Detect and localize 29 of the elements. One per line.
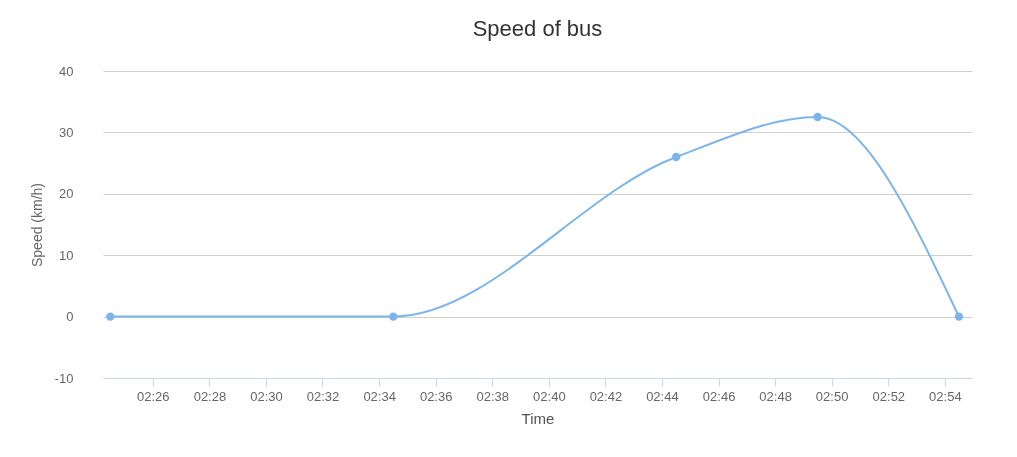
point <box>954 312 964 321</box>
x-tick-label: 02:50 <box>815 388 849 404</box>
chart-title: Speed of bus <box>472 16 603 41</box>
y-axis-title: Speed (km/h) <box>28 182 45 268</box>
y-tick-label: 0 <box>66 309 74 325</box>
x-tick-label: 02:32 <box>306 388 340 404</box>
x-tick-label: 02:42 <box>589 388 623 404</box>
x-tick-label: 02:46 <box>702 388 736 404</box>
x-tick-label: 02:54 <box>929 388 962 404</box>
point <box>106 312 115 321</box>
point <box>671 152 681 162</box>
x-tick-label: 02:40 <box>533 388 566 404</box>
x-tick-label: 02:36 <box>419 388 453 404</box>
point <box>813 112 822 122</box>
x-tick-label: 02:30 <box>250 388 283 404</box>
x-tick-label: 02:28 <box>193 388 227 404</box>
y-tick-label: 20 <box>59 186 74 202</box>
x-tick-label: 02:34 <box>363 388 396 404</box>
point <box>389 312 398 321</box>
y-tick-label: 10 <box>59 247 74 263</box>
x-axis-title: Time <box>521 409 555 427</box>
x-tick-label: 02:38 <box>476 388 509 404</box>
y-tick-label: -10 <box>54 370 74 386</box>
x-tick-label: 02:52 <box>872 388 906 404</box>
x-tick-label: 02:44 <box>646 388 679 404</box>
x-tick-label: 02:48 <box>759 388 792 404</box>
x-tick-label: 02:26 <box>136 388 170 404</box>
y-tick-label: 30 <box>59 124 74 140</box>
y-tick-label: 40 <box>59 63 74 79</box>
